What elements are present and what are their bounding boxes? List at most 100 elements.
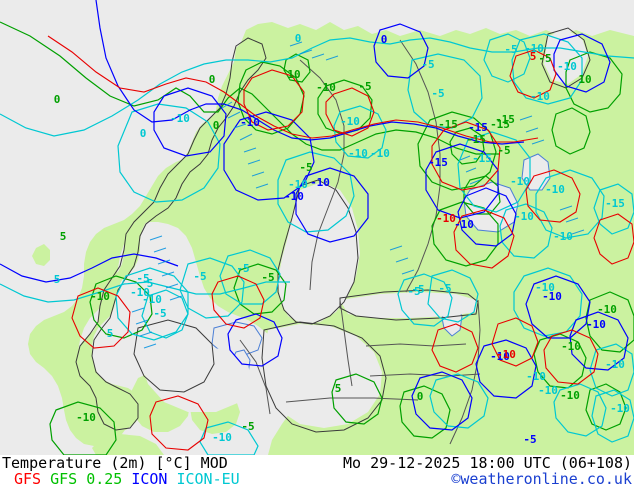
contour-label: -10	[142, 293, 162, 306]
contour-label: -15	[466, 133, 486, 146]
contour-label: 10	[287, 68, 300, 81]
contour-label: -10	[530, 90, 550, 103]
coastline-group	[75, 27, 591, 433]
contour-label: -15	[472, 152, 492, 165]
baltic-sea-body	[264, 324, 382, 428]
political-borders-group	[239, 39, 481, 445]
contour-label: -5	[136, 272, 149, 285]
contour-label: -15	[490, 118, 510, 131]
lake-onega	[521, 153, 551, 191]
contour-label: -10	[610, 402, 630, 415]
contour-label: -10	[370, 147, 390, 160]
contour-label: 0	[381, 33, 388, 46]
contour-label: -5	[421, 58, 434, 71]
contour-label: -10	[130, 286, 150, 299]
contour-label: -10	[284, 190, 304, 203]
contour-label: 5	[60, 230, 67, 243]
contour-label: 0	[209, 73, 216, 86]
contour-label: -10	[545, 183, 565, 196]
map-title: Temperature (2m) [°C] MOD	[2, 454, 228, 472]
contour-label: 5	[530, 50, 537, 63]
contour-label: 0	[295, 32, 302, 45]
contour-label: -5	[497, 144, 510, 157]
contour-label: -10	[490, 350, 510, 363]
contour-label: -5	[193, 270, 206, 283]
contour-label: -10	[436, 212, 456, 225]
contour-label: -5	[411, 283, 424, 296]
contour-label: -10	[553, 230, 573, 243]
contour-label: -15	[438, 118, 458, 131]
copyright-label: ©weatheronline.co.uk	[451, 470, 632, 488]
contour-label: -10	[514, 210, 534, 223]
contour-label: -10	[170, 112, 190, 125]
contour-label: 0	[213, 119, 220, 132]
land-jutland	[104, 396, 138, 430]
contour-label: 5	[54, 273, 61, 286]
contour-label: -5	[438, 282, 451, 295]
lake-vanern	[211, 321, 263, 357]
contour-label: -15	[428, 156, 448, 169]
contour-label: -10	[557, 60, 577, 73]
contour-label: -5	[358, 80, 371, 93]
contour-label: -5	[153, 307, 166, 320]
contour-label: -10	[348, 147, 368, 160]
contour-label: -10	[526, 370, 546, 383]
model-legend-item-icon-eu[interactable]: ICON-EU	[176, 470, 240, 488]
contour-label: -10	[316, 81, 336, 94]
contour-label: -5	[261, 271, 274, 284]
contour-label: -10	[510, 175, 530, 188]
contour-label: -10	[340, 115, 360, 128]
contour-label: -10	[560, 389, 580, 402]
contour-label: -10	[542, 290, 562, 303]
land-small-island	[32, 244, 50, 266]
contour-label: -15	[495, 113, 515, 126]
contour-label: -10	[496, 348, 516, 361]
contour-label: -5	[241, 420, 254, 433]
contour-label: 0	[140, 127, 147, 140]
contour-label: -5	[299, 161, 312, 174]
contour-label: -10	[538, 384, 558, 397]
contour-label: 5	[107, 327, 114, 340]
contour-label: -10	[524, 42, 544, 55]
footer-row-secondary: GFS GFS 0.25 ICON ICON-EU ©weatheronline.co…	[0, 471, 634, 488]
contour-label: -10	[212, 431, 232, 444]
contour-label: -5	[431, 87, 444, 100]
contour-label: -5	[523, 433, 536, 446]
contour-gfs-group	[47, 35, 634, 451]
land-norway-coast	[76, 36, 266, 426]
contour-label: -10	[535, 281, 555, 294]
contour-label: -5	[236, 262, 249, 275]
fjord-detail-group	[131, 41, 585, 349]
contour-label: -10	[240, 116, 260, 129]
model-legend-item-icon[interactable]: ICON	[131, 470, 168, 488]
contour-label: 0	[54, 93, 61, 106]
contour-label: -15	[605, 197, 625, 210]
model-legend-item-gfs-0-25[interactable]: GFS 0.25	[50, 470, 123, 488]
skagerrak	[142, 344, 252, 412]
contour-label: 5	[335, 382, 342, 395]
contour-label: -5	[538, 52, 551, 65]
contour-label: 5	[147, 277, 154, 290]
contour-label: -10	[597, 303, 617, 316]
gulf-of-finland	[340, 292, 476, 318]
footer-row-primary: Temperature (2m) [°C] MOD Mo 29-12-2025 …	[0, 455, 634, 472]
contour-label: 10	[578, 73, 591, 86]
model-legend-item-gfs[interactable]: GFS	[14, 470, 42, 488]
model-legend[interactable]: GFS GFS 0.25 ICON ICON-EU	[14, 471, 249, 488]
contour-label: -5	[407, 285, 420, 298]
contour-label: 0	[417, 390, 424, 403]
contour-label: -10	[310, 176, 330, 189]
valid-time-label: Mo 29-12-2025 18:00 UTC (06+108)	[343, 454, 632, 472]
contour-label: -10	[288, 178, 308, 191]
contour-label: -10	[90, 290, 110, 303]
contour-label: -10	[586, 318, 606, 331]
temperature-contour-map[interactable]: 0 0 0 0 0 0 5 5 5 5 5 -5 -5 -5 -5 -5 -5 -5 -5 -5 -5 -5 -5 -5 -5-…	[0, 0, 634, 455]
contour-label: -5	[504, 43, 517, 56]
contour-label: -15	[468, 121, 488, 134]
contour-label: -10	[561, 340, 581, 353]
contour-label: -10	[76, 411, 96, 424]
contour-iconeu-group	[0, 33, 634, 455]
